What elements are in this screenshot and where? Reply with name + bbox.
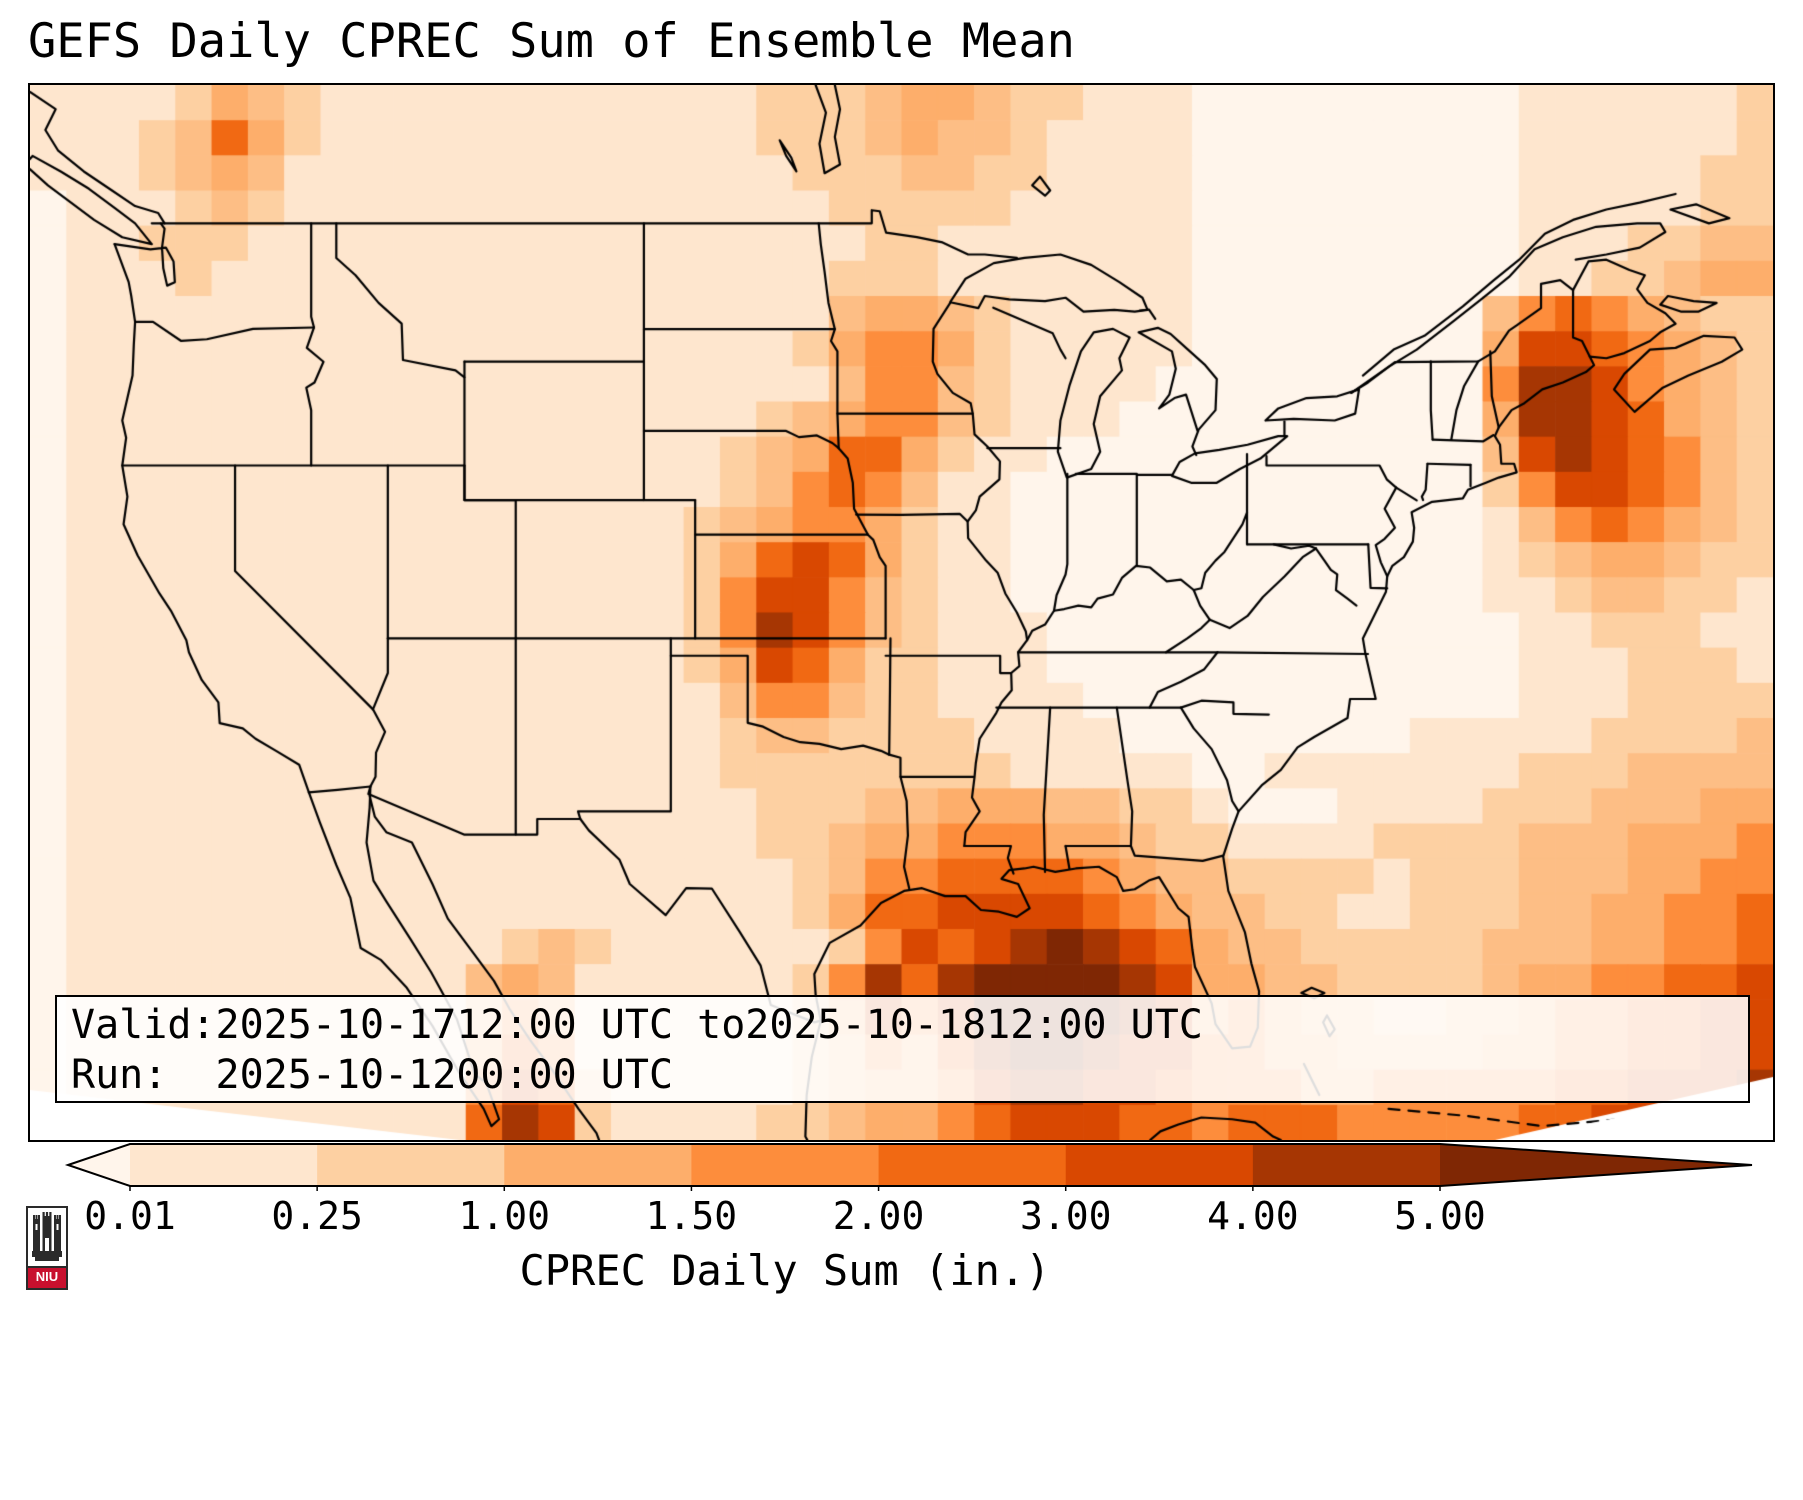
colorbar-tick-labels: 0.01 0.25 1.00 1.50 2.00 3.00 4.00 5.00 bbox=[30, 1194, 1773, 1238]
niu-logo-band: NIU bbox=[26, 1268, 68, 1290]
niu-logo: NIU bbox=[26, 1206, 68, 1290]
niu-logo-text: NIU bbox=[35, 1269, 59, 1284]
valid-run-info-box: Valid:2025-10-1712:00 UTC to2025-10-1812… bbox=[55, 995, 1750, 1103]
colorbar-tick-label: 1.50 bbox=[645, 1194, 738, 1238]
colorbar-tick-label: 5.00 bbox=[1394, 1194, 1486, 1238]
colorbar-tick-label: 1.00 bbox=[458, 1194, 551, 1238]
colorbar-tick-label: 0.01 bbox=[84, 1194, 176, 1238]
figure-title: GEFS Daily CPREC Sum of Ensemble Mean bbox=[28, 14, 1075, 69]
colorbar-axis-label-wrap: CPREC Daily Sum (in.) bbox=[0, 1246, 1570, 1295]
colorbar-tick-label: 4.00 bbox=[1207, 1194, 1299, 1238]
run-time-text: Run: 2025-10-1200:00 UTC bbox=[71, 1052, 674, 1098]
colorbar-tick-label: 2.00 bbox=[832, 1194, 925, 1238]
colorbar-tick-label: 0.25 bbox=[271, 1194, 363, 1238]
map-frame: Valid:2025-10-1712:00 UTC to2025-10-1812… bbox=[28, 83, 1775, 1142]
colorbar-tick-label: 3.00 bbox=[1019, 1194, 1112, 1238]
precipitation-map-canvas bbox=[30, 85, 1773, 1140]
colorbar bbox=[64, 1143, 1753, 1191]
valid-time-text: Valid:2025-10-1712:00 UTC to2025-10-1812… bbox=[71, 1002, 1203, 1048]
colorbar-axis-label: CPREC Daily Sum (in.) bbox=[519, 1246, 1051, 1295]
castle-icon bbox=[26, 1206, 68, 1268]
